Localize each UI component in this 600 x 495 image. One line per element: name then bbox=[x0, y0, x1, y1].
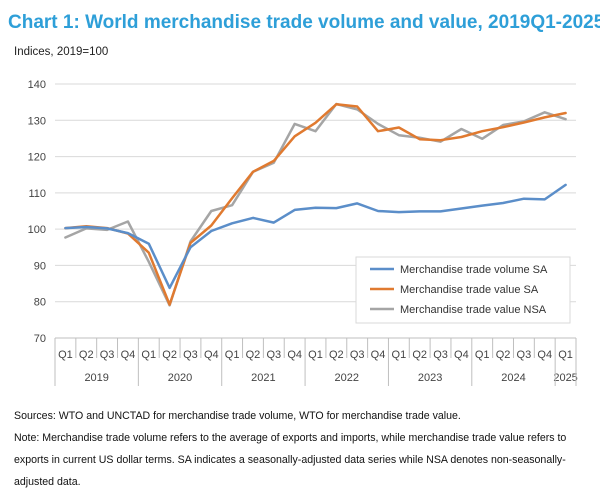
x-tick-label: Q2 bbox=[329, 349, 344, 361]
x-year-label: 2020 bbox=[168, 372, 192, 384]
sources-note: Sources: WTO and UNCTAD for merchandise … bbox=[14, 410, 461, 422]
x-tick-label: Q4 bbox=[287, 349, 302, 361]
x-tick-label: Q2 bbox=[496, 349, 511, 361]
x-tick-label: Q3 bbox=[517, 349, 532, 361]
x-tick-label: Q1 bbox=[558, 349, 573, 361]
y-axis-ticks: 70 80 90 100 110 120 130 140 bbox=[28, 79, 46, 345]
series-line-0 bbox=[64, 183, 567, 290]
legend-label: Merchandise trade volume SA bbox=[400, 264, 548, 276]
y-tick-label: 130 bbox=[28, 115, 46, 127]
x-tick-label: Q2 bbox=[412, 349, 427, 361]
x-tick-label: Q4 bbox=[121, 349, 136, 361]
x-tick-label: Q3 bbox=[433, 349, 448, 361]
x-axis: Q1 Q2 Q3 Q4 Q1 Q2 Q3 Q4 Q1 Q2 Q3 Q4 Q1 Q2 Q3 Q4 Q1 Q2 Q3 Q4… bbox=[54, 337, 578, 386]
legend-label: Merchandise trade value NSA bbox=[400, 304, 547, 316]
series-line-2 bbox=[64, 102, 567, 307]
series-line-1 bbox=[64, 103, 567, 306]
x-tick-label: Q2 bbox=[246, 349, 261, 361]
legend-label: Merchandise trade value SA bbox=[400, 284, 539, 296]
y-tick-label: 90 bbox=[34, 260, 46, 272]
x-tick-label: Q1 bbox=[141, 349, 156, 361]
x-tick-label: Q3 bbox=[350, 349, 365, 361]
chart-subtitle: Indices, 2019=100 bbox=[14, 46, 109, 58]
x-tick-label: Q2 bbox=[79, 349, 94, 361]
y-tick-label: 100 bbox=[28, 224, 46, 236]
x-tick-label: Q4 bbox=[454, 349, 469, 361]
x-tick-label: Q2 bbox=[162, 349, 177, 361]
x-tick-label: Q1 bbox=[58, 349, 73, 361]
x-year-label: 2022 bbox=[335, 372, 359, 384]
x-tick-label: Q3 bbox=[100, 349, 115, 361]
y-tick-label: 120 bbox=[28, 152, 46, 164]
legend: Merchandise trade volume SA Merchandise t… bbox=[355, 256, 571, 324]
x-year-label: 2025 bbox=[553, 372, 577, 384]
x-year-label: 2021 bbox=[251, 372, 275, 384]
data-series bbox=[64, 102, 567, 307]
x-tick-label: Q1 bbox=[225, 349, 240, 361]
chart-notes: Sources: WTO and UNCTAD for merchandise … bbox=[14, 405, 590, 493]
x-tick-label: Q3 bbox=[183, 349, 198, 361]
x-tick-label: Q1 bbox=[308, 349, 323, 361]
y-tick-label: 110 bbox=[28, 188, 46, 200]
y-tick-label: 70 bbox=[34, 333, 46, 345]
x-year-label: 2024 bbox=[501, 372, 525, 384]
x-tick-label: Q4 bbox=[204, 349, 219, 361]
y-tick-label: 80 bbox=[34, 297, 46, 309]
chart-title: Chart 1: World merchandise trade volume … bbox=[8, 12, 600, 33]
x-tick-label: Q4 bbox=[537, 349, 552, 361]
x-tick-label: Q1 bbox=[475, 349, 490, 361]
x-tick-label: Q1 bbox=[392, 349, 407, 361]
y-tick-label: 140 bbox=[28, 79, 46, 91]
x-year-label: 2023 bbox=[418, 372, 442, 384]
x-tick-label: Q4 bbox=[371, 349, 386, 361]
x-year-label: 2019 bbox=[84, 372, 108, 384]
definition-note: Note: Merchandise trade volume refers to… bbox=[14, 432, 567, 488]
x-tick-label: Q3 bbox=[266, 349, 281, 361]
